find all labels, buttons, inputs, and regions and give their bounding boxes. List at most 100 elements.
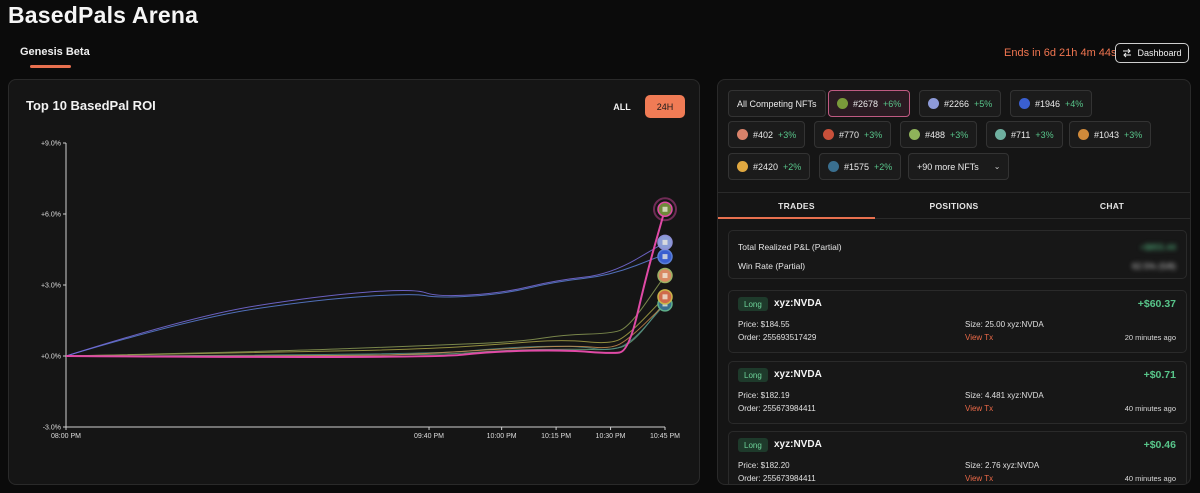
chip-nft-1946[interactable]: #1946 +4% [1010, 90, 1093, 117]
trade-time-ago: 40 minutes ago [1124, 474, 1176, 483]
chip-nft-pct: +3% [950, 129, 969, 140]
series-line-2266 [65, 241, 666, 357]
win-rate-label: Win Rate (Partial) [738, 261, 806, 271]
chip-nft-2678[interactable]: #2678 +6% [828, 90, 911, 117]
chip-nft-770[interactable]: #770 +3% [814, 121, 892, 148]
trade-price: Price: $182.19 [738, 391, 790, 400]
trade-side-badge: Long [738, 297, 768, 311]
trade-side-badge: Long [738, 368, 768, 382]
trade-pnl: +$60.37 [1137, 298, 1176, 310]
range-24h-button[interactable]: 24H [645, 95, 685, 118]
chart-title: Top 10 BasedPal ROI [26, 98, 156, 113]
y-tick-label: +3.0% [41, 283, 61, 290]
trade-price: Price: $184.55 [738, 320, 790, 329]
tab-trades[interactable]: TRADES [778, 201, 815, 211]
chip-nft-pct: +2% [874, 161, 893, 172]
trade-size: Size: 4.481 xyz:NVDA [965, 391, 1044, 400]
trade-card: Long xyz:NVDA +$0.46 Price: $182.20 Size… [728, 431, 1187, 484]
trade-order: Order: 255693517429 [738, 333, 817, 342]
chip-all-nfts[interactable]: All Competing NFTs [728, 90, 826, 117]
x-tick-label: 08:00 PM [51, 433, 81, 440]
series-line-770 [65, 296, 666, 357]
chip-nft-pct: +3% [778, 129, 797, 140]
nft-avatar-icon [662, 254, 668, 260]
trade-time-ago: 20 minutes ago [1124, 333, 1176, 342]
chip-nft-id: #1946 [1035, 98, 1061, 109]
chip-nft-id: #1575 [844, 161, 870, 172]
chip-nft-id: #488 [925, 129, 946, 140]
y-tick-label: +6.0% [41, 212, 61, 219]
chip-nft-pct: +2% [783, 161, 802, 172]
x-tick-label: 10:00 PM [487, 433, 517, 440]
trade-pnl: +$0.46 [1143, 439, 1176, 451]
nft-avatar-icon [662, 273, 668, 279]
x-tick-label: 10:30 PM [596, 433, 626, 440]
tab-active-indicator [30, 65, 71, 68]
chip-nft-402[interactable]: #402 +3% [728, 121, 806, 148]
nft-avatar-icon [737, 161, 748, 172]
x-tick-label: 10:45 PM [650, 433, 680, 440]
trade-card: Long xyz:NVDA +$60.37 Price: $184.55 Siz… [728, 290, 1187, 353]
view-tx-link[interactable]: View Tx [965, 474, 994, 483]
tab-active-indicator [718, 217, 875, 219]
chip-nft-pct: +3% [1035, 129, 1054, 140]
trade-symbol: xyz:NVDA [774, 369, 822, 380]
chip-nft-711[interactable]: #711 +3% [986, 121, 1063, 148]
dashboard-button[interactable]: Dashboard [1115, 43, 1189, 63]
more-nfts-dropdown[interactable]: +90 more NFTs ⌄ [908, 153, 1010, 180]
roi-line-chart: -3.0% +0.0% +3.0% +6.0% +9.0% 08:00 PM 09:40 P… [41, 141, 680, 441]
chip-nft-id: #1043 [1094, 129, 1120, 140]
nft-avatar-icon [995, 129, 1006, 140]
dashboard-button-label: Dashboard [1137, 48, 1182, 58]
chevron-down-icon: ⌄ [993, 162, 1001, 171]
chip-nft-488[interactable]: #488 +3% [900, 121, 978, 148]
realized-pnl-label: Total Realized P&L (Partial) [738, 242, 842, 252]
trade-card: Long xyz:NVDA +$0.71 Price: $182.19 Size… [728, 361, 1187, 424]
countdown-timer: Ends in 6d 21h 4m 44s [1004, 47, 1117, 59]
trade-order: Order: 255673984411 [738, 404, 816, 413]
trade-size: Size: 2.76 xyz:NVDA [965, 461, 1040, 470]
chip-nft-id: #711 [1011, 129, 1031, 140]
chip-nft-pct: +4% [1065, 98, 1084, 109]
nft-avatar-icon [928, 98, 939, 109]
series-line-402 [65, 275, 666, 357]
trade-symbol: xyz:NVDA [774, 298, 822, 309]
trade-time-ago: 40 minutes ago [1124, 404, 1176, 413]
chip-nft-1043[interactable]: #1043 +3% [1069, 121, 1152, 148]
series-line-711 [65, 303, 666, 357]
chip-nft-pct: +3% [864, 129, 883, 140]
trade-side-badge: Long [738, 438, 768, 452]
nft-avatar-icon [1078, 129, 1089, 140]
chip-nft-2266[interactable]: #2266 +5% [919, 90, 1002, 117]
series-line-488 [65, 303, 666, 357]
view-tx-link[interactable]: View Tx [965, 404, 994, 413]
chip-nft-pct: +5% [974, 98, 993, 109]
trade-size: Size: 25.00 xyz:NVDA [965, 320, 1044, 329]
range-all-button[interactable]: ALL [613, 102, 631, 112]
tab-genesis-beta[interactable]: Genesis Beta [20, 46, 90, 58]
series-line-1946 [65, 253, 666, 357]
y-tick-label: +0.0% [41, 354, 61, 361]
pnl-summary-card: Total Realized P&L (Partial) +$855.44 Wi… [728, 230, 1187, 279]
panel-tabs: TRADES POSITIONS CHAT [718, 192, 1190, 219]
win-rate-value: 62.5% (5/8) [1132, 261, 1176, 271]
nft-avatar-icon [1019, 98, 1030, 109]
arena-side-panel: All Competing NFTs #2678 +6% #2266 +5% #… [717, 79, 1191, 485]
view-tx-link[interactable]: View Tx [965, 333, 994, 342]
trade-pnl: +$0.71 [1143, 369, 1176, 381]
chip-nft-2420[interactable]: #2420 +2% [728, 153, 811, 180]
nft-avatar-icon [737, 129, 748, 140]
chip-nft-1575[interactable]: #1575 +2% [819, 153, 902, 180]
tab-chat[interactable]: CHAT [1099, 201, 1125, 211]
nft-avatar-icon [909, 129, 920, 140]
y-tick-label: +9.0% [41, 141, 61, 148]
trade-symbol: xyz:NVDA [774, 439, 822, 450]
chip-nft-pct: +6% [883, 98, 902, 109]
x-tick-label: 10:15 PM [541, 433, 571, 440]
chip-nft-id: #2266 [944, 98, 970, 109]
tab-positions[interactable]: POSITIONS [929, 201, 979, 211]
chip-nft-id: #770 [839, 129, 860, 140]
realized-pnl-value: +$855.44 [1140, 242, 1176, 252]
nft-avatar-icon [662, 206, 668, 212]
chip-nft-id: #2678 [853, 98, 879, 109]
